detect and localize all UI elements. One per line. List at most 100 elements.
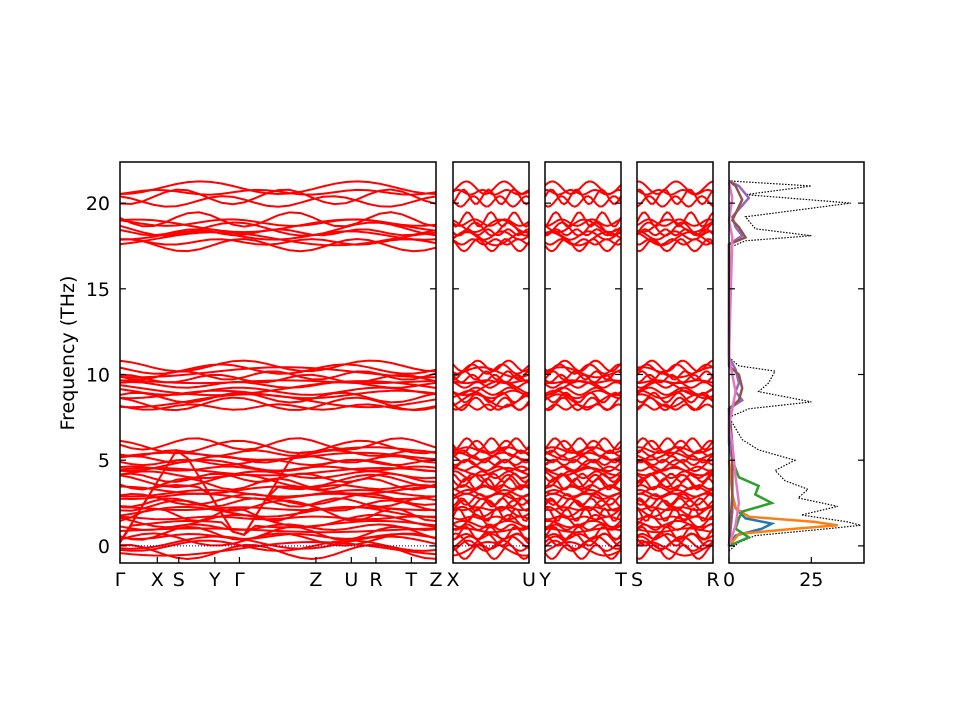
band-line <box>452 470 530 480</box>
x-tick-label: Z <box>429 569 442 591</box>
y-tick-label: 20 <box>86 193 110 215</box>
band-line <box>636 535 714 550</box>
band-line <box>119 540 437 557</box>
x-tick-label: S <box>631 569 643 591</box>
band-line <box>119 455 437 464</box>
band-line <box>636 497 714 508</box>
band-line <box>636 458 714 473</box>
panel-frame <box>544 161 622 564</box>
band-line <box>544 539 622 552</box>
band-line <box>636 446 714 455</box>
band-line <box>636 505 714 518</box>
x-tick-label: R <box>369 569 382 591</box>
x-tick-label: Y <box>538 569 551 591</box>
band-line <box>544 466 622 477</box>
band-line <box>636 188 714 196</box>
band-line <box>544 359 622 373</box>
y-tick-label: 5 <box>98 450 110 472</box>
band-line <box>119 513 437 529</box>
dos-total-line <box>728 180 861 552</box>
y-axis-label: Frequency (THz) <box>57 276 79 431</box>
band-line <box>119 380 437 389</box>
band-line <box>452 505 530 518</box>
x-tick-label: T <box>405 569 418 591</box>
band-line <box>119 363 437 375</box>
band-line <box>119 373 437 384</box>
band-line <box>544 449 621 458</box>
band-line <box>452 237 530 253</box>
band-line <box>452 543 530 560</box>
band-line <box>636 525 714 541</box>
y-tick-label: 15 <box>86 279 110 301</box>
x-tick-label: Γ <box>115 569 126 591</box>
y-tick-label: 0 <box>98 536 110 558</box>
band-line <box>119 188 437 196</box>
band-line <box>452 359 530 373</box>
band-line <box>452 218 530 234</box>
x-tick-label: Γ <box>234 569 245 591</box>
band-line <box>544 218 622 227</box>
band-line <box>452 389 530 400</box>
band-line <box>544 543 622 560</box>
dos-frame <box>728 161 865 564</box>
panel-frame <box>452 161 530 564</box>
band-line <box>544 532 622 541</box>
band-line <box>636 403 714 411</box>
band-line <box>452 527 530 534</box>
band-line <box>544 180 622 196</box>
band-line <box>119 237 437 253</box>
band-line <box>119 218 437 227</box>
band-line <box>544 492 622 506</box>
band-line <box>119 238 437 246</box>
band-line <box>452 195 530 208</box>
band-line <box>119 439 437 455</box>
band-line <box>452 506 530 512</box>
band-line <box>544 505 622 518</box>
band-line <box>119 359 437 373</box>
band-line <box>452 535 530 550</box>
band-line <box>119 492 437 501</box>
band-line <box>119 221 437 237</box>
x-tick-label: Y <box>208 569 221 591</box>
band-line <box>544 379 622 385</box>
band-line <box>544 465 622 472</box>
x-tick-label: S <box>173 569 185 591</box>
x-tick-label: T <box>614 569 627 591</box>
band-line <box>452 513 530 529</box>
band-line <box>452 379 529 385</box>
panel-frame <box>636 161 714 564</box>
band-line <box>119 497 437 508</box>
band-line <box>544 497 622 508</box>
band-line <box>119 230 437 241</box>
band-line <box>119 396 437 412</box>
band-line <box>452 523 530 532</box>
band-line <box>452 532 530 540</box>
dos-x-tick-label: 0 <box>723 569 735 591</box>
band-line <box>544 380 622 389</box>
band-line <box>119 466 437 477</box>
band-line <box>119 380 437 397</box>
band-line <box>452 437 530 451</box>
band-line <box>544 210 622 228</box>
band-line <box>636 211 714 228</box>
band-line <box>636 499 714 512</box>
band-line <box>544 221 622 237</box>
band-line <box>636 437 714 451</box>
band-line <box>636 228 714 237</box>
band-line <box>544 451 622 461</box>
y-tick-label: 10 <box>86 364 110 386</box>
band-line <box>636 467 714 477</box>
band-line <box>452 497 530 508</box>
band-line <box>452 386 530 396</box>
band-line <box>636 195 714 208</box>
band-line <box>544 506 622 512</box>
plot-area <box>119 179 861 561</box>
band-line <box>452 492 530 506</box>
band-line <box>119 473 437 489</box>
band-line <box>544 188 622 206</box>
band-line <box>119 470 437 480</box>
band-line <box>452 218 530 227</box>
x-tick-label: X <box>151 569 164 591</box>
